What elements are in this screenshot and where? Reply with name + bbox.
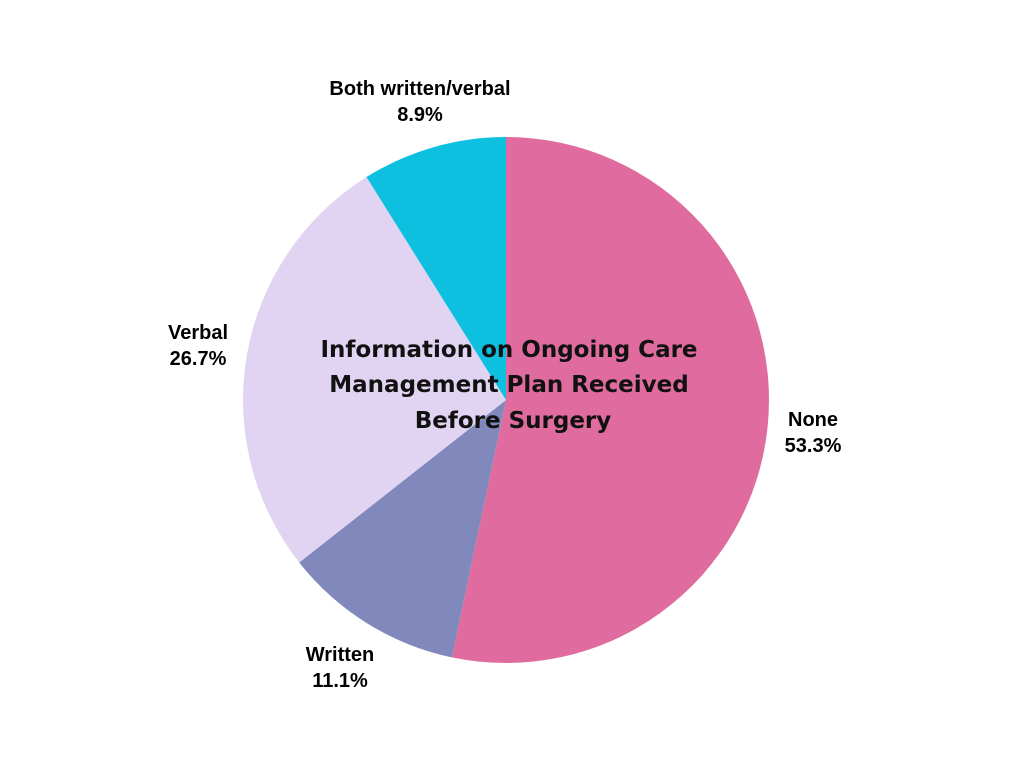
- chart-title-line: Information on Ongoing Care: [320, 337, 697, 363]
- pie-slice-written: [299, 400, 506, 658]
- pie-slice-verbal: [242, 177, 506, 563]
- chart-title-line: Before Surgery: [415, 408, 612, 434]
- chart-title-line: Management Plan Received: [329, 372, 688, 398]
- slice-label: None: [788, 409, 838, 431]
- slice-value-label: 26.7%: [170, 348, 227, 370]
- slice-value-label: 8.9%: [397, 104, 443, 126]
- pie-slice-both-written-verbal: [366, 137, 506, 400]
- slice-value-label: 53.3%: [785, 435, 842, 457]
- pie-slice-none: [451, 137, 770, 663]
- slice-value-label: 11.1%: [312, 670, 368, 692]
- slice-label: Written: [306, 644, 375, 666]
- slice-label: Verbal: [168, 322, 228, 344]
- slice-label: Both written/verbal: [329, 78, 510, 100]
- chart-title: Information on Ongoing Care Management P…: [320, 337, 705, 434]
